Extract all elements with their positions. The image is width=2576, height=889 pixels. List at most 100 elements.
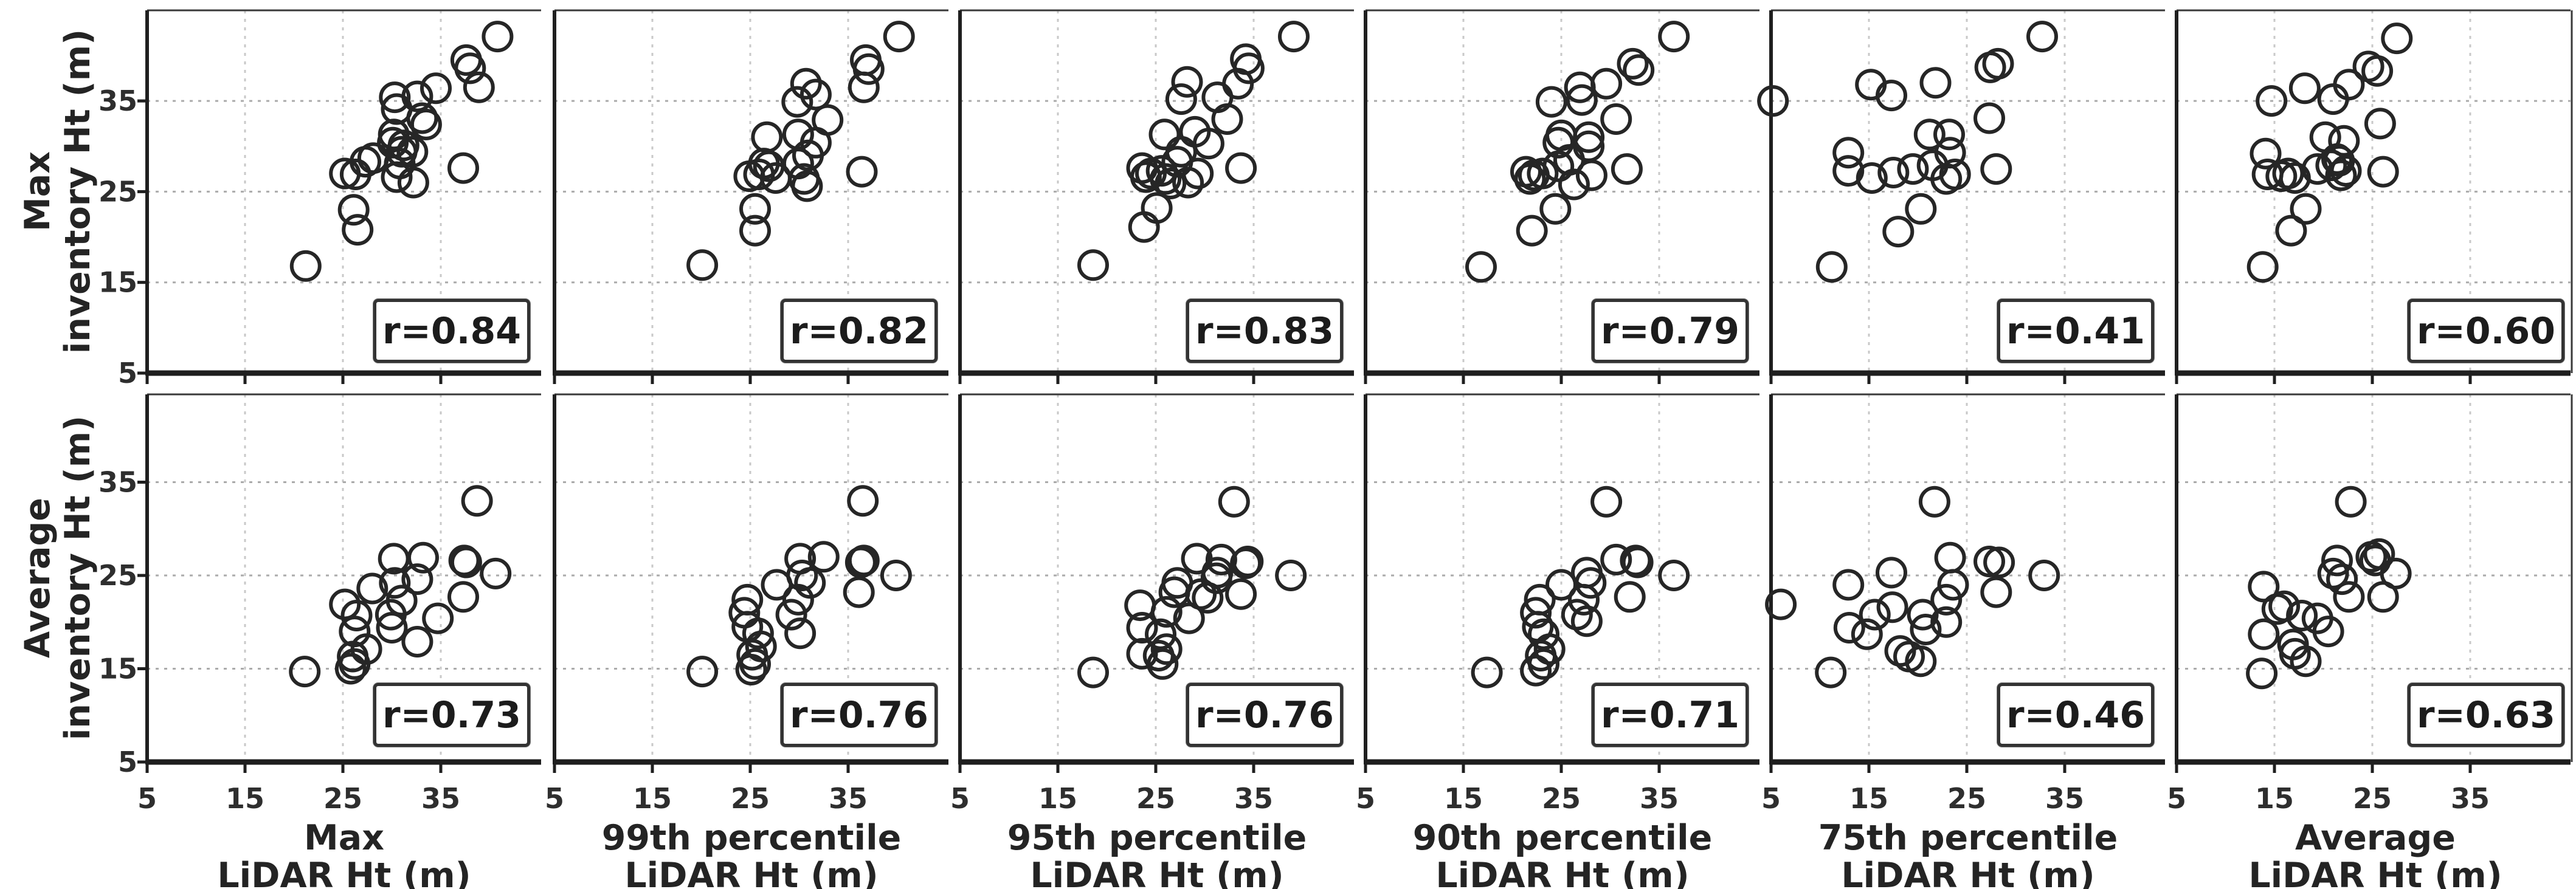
data-point (751, 121, 783, 153)
data-point (1856, 162, 1888, 194)
data-point (1815, 251, 1848, 283)
data-point (1937, 569, 1969, 601)
data-point (339, 616, 371, 648)
panel-r1-c1 (553, 393, 948, 773)
data-point (1933, 118, 1965, 151)
x-axis-title-line: LiDAR Ht (m) (217, 856, 471, 889)
data-point (1913, 118, 1946, 151)
x-axis-title-line: LiDAR Ht (m) (2248, 856, 2502, 889)
x-tick-label: 25 (323, 782, 362, 815)
data-point (1535, 86, 1567, 118)
x-tick-label: 5 (1356, 782, 1375, 815)
data-point (1542, 126, 1575, 159)
data-point (2333, 69, 2365, 101)
x-axis-title-line: 90th percentile (1412, 818, 1713, 858)
data-point (342, 214, 374, 246)
data-point (1617, 47, 1649, 80)
data-point (1918, 486, 1950, 518)
x-tick-label: 15 (1849, 782, 1888, 815)
data-point (2248, 571, 2280, 603)
x-axis-title-line: Max (304, 818, 384, 858)
x-axis-title-col-3: 90th percentile LiDAR Ht (m) (1368, 819, 1757, 889)
data-point (401, 80, 433, 112)
data-point (848, 71, 880, 103)
data-point (401, 626, 433, 657)
data-point (791, 170, 823, 202)
panel-r1-c2 (958, 393, 1354, 773)
y-tick-label: 15 (98, 266, 137, 299)
x-tick-label: 5 (1761, 782, 1781, 815)
data-point (739, 215, 771, 247)
data-point (812, 104, 844, 136)
data-point (1539, 193, 1572, 225)
data-point (1161, 146, 1193, 178)
data-point (1124, 589, 1156, 622)
data-point (2288, 72, 2321, 105)
data-point (1516, 215, 1548, 247)
data-point (1851, 618, 1883, 650)
data-point (731, 583, 764, 616)
data-point (775, 599, 807, 631)
data-point (790, 67, 822, 100)
data-point (1573, 121, 1605, 153)
data-point (1150, 633, 1183, 665)
data-point (482, 21, 514, 53)
y-axis-title-line: inventory Ht (m) (58, 29, 98, 354)
data-point (2246, 251, 2279, 283)
data-point (1982, 47, 2014, 80)
data-point (1939, 159, 1971, 190)
panel-r0-c3 (1364, 9, 1759, 384)
data-point (1876, 591, 1908, 623)
data-point (2290, 645, 2322, 678)
data-point (1570, 557, 1603, 589)
data-point (1930, 606, 1963, 638)
data-point (376, 612, 408, 644)
x-tick-label: 25 (1136, 782, 1175, 815)
x-tick-label: 25 (731, 782, 770, 815)
panel-r0-c1 (553, 9, 948, 384)
data-point (385, 585, 418, 617)
data-point (1832, 569, 1865, 601)
data-point (1815, 656, 1847, 688)
data-point (1983, 546, 2015, 578)
data-point (2333, 581, 2365, 613)
data-point (2250, 137, 2282, 170)
data-point (1165, 83, 1197, 115)
data-point (1980, 153, 2012, 185)
y-tick-label: 25 (98, 175, 137, 208)
data-point (340, 600, 373, 631)
x-axis-title-col-2: 95th percentile LiDAR Ht (m) (962, 819, 1352, 889)
data-point (422, 602, 454, 634)
data-point (2335, 486, 2367, 518)
data-point (379, 81, 411, 114)
data-point (1150, 163, 1182, 195)
data-point (1278, 21, 1310, 53)
correlation-label: r=0.63 (2408, 683, 2564, 747)
data-point (2290, 193, 2322, 225)
data-point (2364, 108, 2396, 140)
data-point (2326, 563, 2358, 596)
data-point (329, 588, 361, 620)
data-point (1907, 599, 1939, 631)
data-point (2312, 616, 2344, 648)
data-point (463, 71, 495, 103)
data-point (2363, 538, 2395, 570)
data-point (1832, 155, 1865, 187)
data-point (1225, 578, 1257, 610)
panel-r1-c4 (1765, 393, 2165, 773)
x-axis-title-line: 95th percentile (1007, 818, 1307, 858)
x-tick-label: 15 (1444, 782, 1483, 815)
x-tick-label: 35 (1640, 782, 1679, 815)
x-tick-label: 35 (2451, 782, 2490, 815)
data-point (1980, 576, 2012, 608)
data-point (381, 161, 413, 193)
data-point (807, 541, 840, 573)
data-point (1905, 645, 1937, 678)
x-tick-label: 15 (1038, 782, 1077, 815)
data-point (2248, 618, 2280, 650)
data-point (454, 52, 486, 84)
data-point (334, 653, 367, 685)
data-point (1623, 54, 1655, 86)
